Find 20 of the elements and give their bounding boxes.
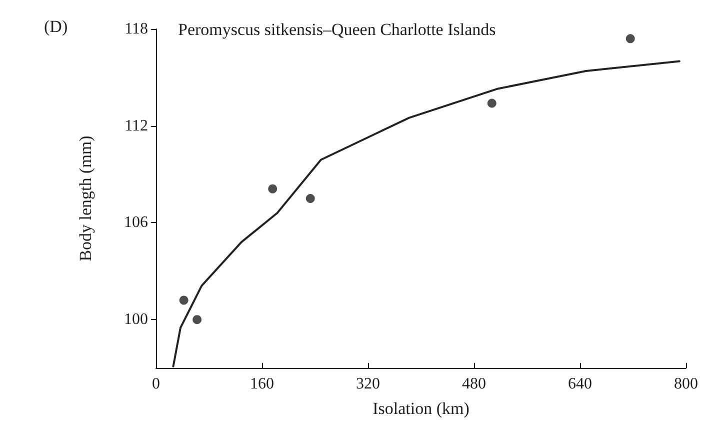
chart-title: Peromyscus sitkensis–Queen Charlotte Islands [178,20,496,39]
y-axis-title: Body length (mm) [76,136,95,262]
x-tick-label: 640 [568,376,592,392]
x-tick-label: 480 [462,376,486,392]
point [306,194,315,203]
x-tick-label: 320 [356,376,380,392]
point [192,315,202,324]
x-tick-label: 0 [152,376,160,392]
y-tick-label: 112 [124,117,148,134]
x-tick-label: 160 [250,376,274,392]
x-axis-title: Isolation (km) [372,399,470,418]
y-tick-label: 100 [124,311,148,328]
y-tick-label: 106 [124,214,148,232]
x-tick-label: 800 [674,376,698,392]
point [487,98,496,108]
point [626,34,635,44]
point [268,184,278,194]
text: (D) [44,17,68,36]
y-tick-label: 118 [124,20,148,38]
point [179,296,188,305]
